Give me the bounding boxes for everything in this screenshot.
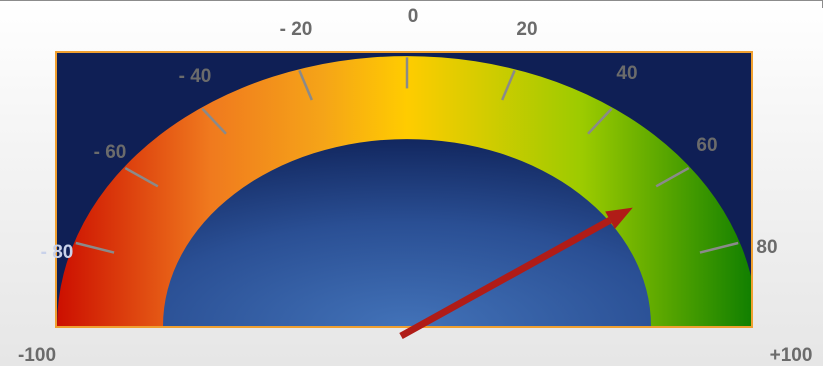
gauge-min-label: -100 [17, 345, 57, 366]
tick-label-20: 20 [516, 19, 538, 40]
tick-label-0: 0 [407, 6, 419, 27]
needle-arrowhead [605, 207, 633, 229]
gauge-max-label: +100 [769, 345, 813, 366]
tick-label-40: 40 [616, 63, 638, 84]
tick-mark [655, 167, 690, 188]
tick-label-minus-20: - 20 [279, 19, 313, 40]
tick-mark [201, 107, 227, 135]
tick-label-minus-40: - 40 [178, 66, 212, 87]
tick-mark [699, 241, 739, 254]
tick-mark [298, 70, 313, 101]
tick-label-minus-80: - 80 [40, 242, 74, 263]
tick-mark [501, 70, 516, 101]
needle-shaft [399, 217, 612, 340]
tick-mark [124, 167, 159, 188]
tick-label-minus-60: - 60 [93, 142, 127, 163]
inner-dial [163, 139, 651, 326]
tick-mark [75, 241, 115, 254]
tick-label-80: 80 [756, 237, 778, 258]
tick-label-60: 60 [696, 135, 718, 156]
tick-mark [587, 107, 613, 135]
